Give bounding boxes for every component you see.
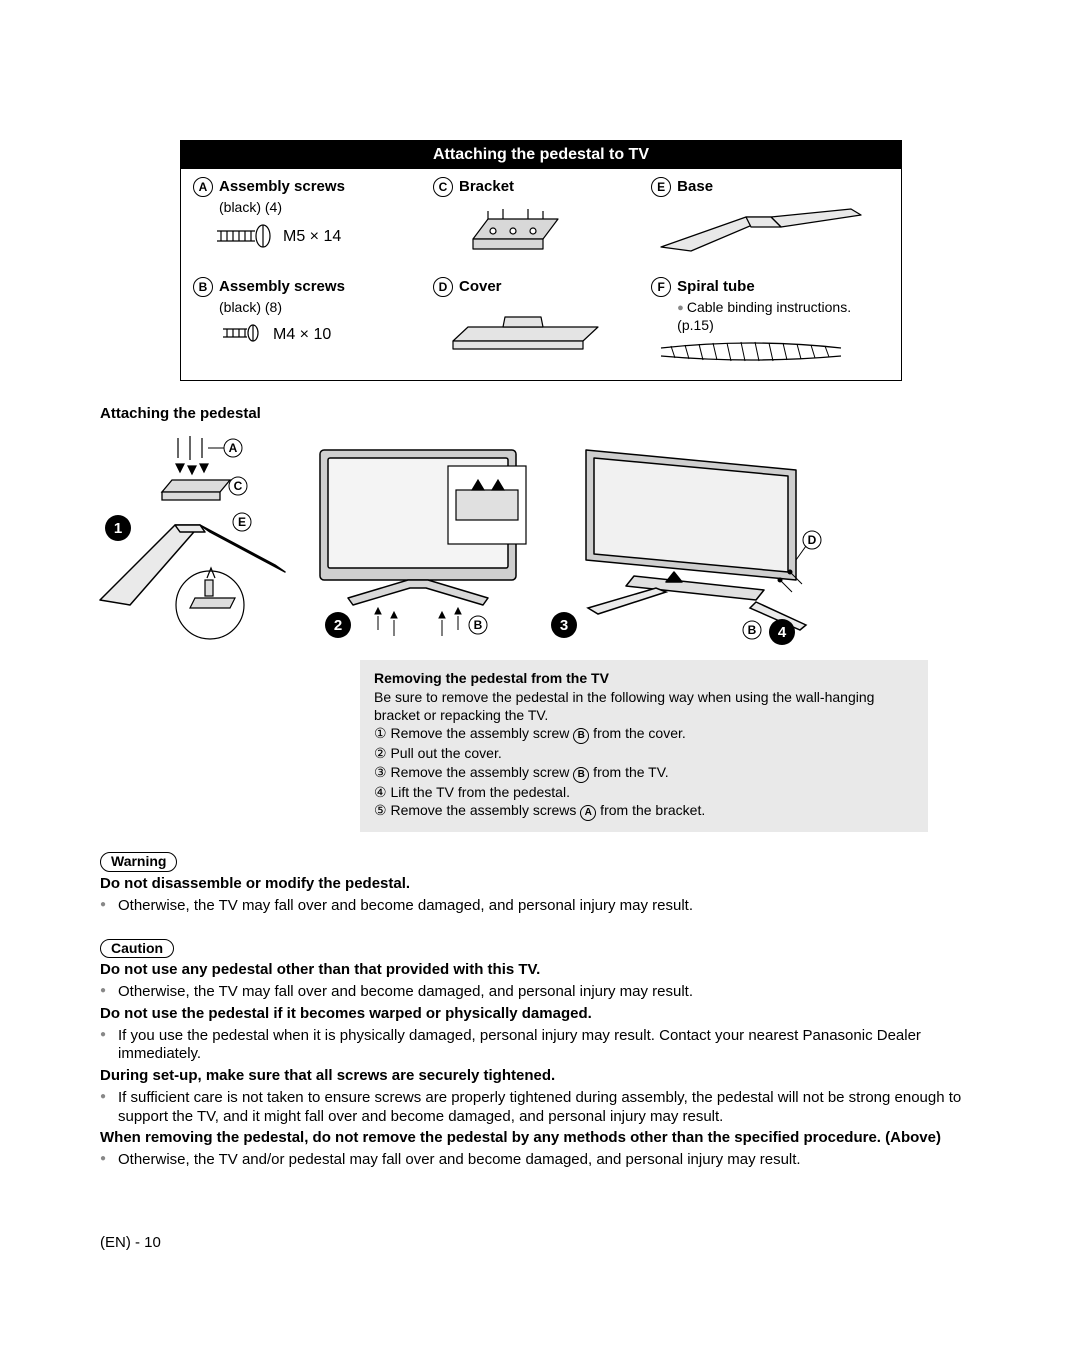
caution-h2: Do not use the pedestal if it becomes wa…	[100, 1005, 980, 1024]
removal-step-2: ② Pull out the cover.	[374, 745, 914, 763]
footer-page-number: 10	[144, 1234, 161, 1251]
warning-h1: Do not disassemble or modify the pedesta…	[100, 875, 980, 894]
part-D-label: Cover	[459, 278, 502, 297]
part-F: F Spiral tube Cable binding instructions…	[639, 269, 901, 380]
part-E-illustration	[651, 199, 871, 259]
part-F-label: Spiral tube	[677, 278, 755, 297]
part-A-sub: (black) (4)	[219, 199, 411, 217]
part-E-letter: E	[651, 177, 671, 197]
caution-h3: During set-up, make sure that all screws…	[100, 1067, 980, 1086]
parts-box-title: Attaching the pedestal to TV	[181, 141, 901, 169]
part-A-size: M5 × 14	[283, 228, 341, 245]
warning-p1: Otherwise, the TV may fall over and beco…	[100, 897, 980, 916]
manual-page: Attaching the pedestal to TV A Assembly …	[0, 0, 1080, 1353]
caution-p4: Otherwise, the TV and/or pedestal may fa…	[100, 1151, 980, 1170]
svg-text:E: E	[238, 515, 246, 529]
svg-text:3: 3	[560, 617, 568, 634]
part-B-illustration: M4 × 10	[217, 323, 411, 345]
removal-step-1: ① Remove the assembly screw B from the c…	[374, 725, 914, 744]
assembly-step-3-4: 3 D	[546, 430, 826, 650]
assembly-title: Attaching the pedestal	[100, 405, 980, 424]
page-footer: (EN) - 10	[100, 1234, 161, 1253]
part-C-illustration	[433, 199, 593, 259]
caution-p3: If sufficient care is not taken to ensur…	[100, 1089, 980, 1127]
assembly-step-2: 2 B	[298, 430, 538, 650]
assembly-step-1: 1 A C E	[90, 430, 290, 650]
caution-p1: Otherwise, the TV may fall over and beco…	[100, 983, 980, 1002]
part-B-letter: B	[193, 277, 213, 297]
part-E: E Base	[639, 169, 901, 269]
caution-h1: Do not use any pedestal other than that …	[100, 961, 980, 980]
part-A-label: Assembly screws	[219, 178, 345, 197]
svg-text:D: D	[808, 533, 817, 547]
removal-intro: Be sure to remove the pedestal in the fo…	[374, 689, 914, 724]
removal-box: Removing the pedestal from the TV Be sur…	[360, 660, 928, 833]
svg-text:B: B	[474, 618, 483, 632]
removal-step-5: ⑤ Remove the assembly screws A from the …	[374, 802, 914, 821]
removal-step-4: ④ Lift the TV from the pedestal.	[374, 784, 914, 802]
part-B-label: Assembly screws	[219, 278, 345, 297]
part-D-letter: D	[433, 277, 453, 297]
part-B-size: M4 × 10	[273, 326, 331, 343]
removal-step-3: ③ Remove the assembly screw B from the T…	[374, 764, 914, 783]
svg-text:C: C	[234, 479, 243, 493]
svg-text:B: B	[748, 623, 757, 637]
parts-box: Attaching the pedestal to TV A Assembly …	[180, 140, 902, 381]
part-C-letter: C	[433, 177, 453, 197]
part-B: B Assembly screws (black) (8) M4 × 10	[181, 269, 421, 380]
footer-lang: (EN)	[100, 1234, 131, 1251]
part-D: D Cover	[421, 269, 639, 380]
caution-h4: When removing the pedestal, do not remov…	[100, 1129, 980, 1148]
part-A-letter: A	[193, 177, 213, 197]
part-A-illustration: M5 × 14	[217, 223, 411, 249]
part-E-label: Base	[677, 178, 713, 197]
svg-text:A: A	[229, 441, 238, 455]
part-F-illustration	[651, 334, 851, 370]
parts-grid: A Assembly screws (black) (4)	[181, 169, 901, 380]
svg-text:2: 2	[334, 617, 342, 634]
svg-text:1: 1	[114, 520, 122, 537]
warning-section: Warning Do not disassemble or modify the…	[100, 832, 980, 915]
part-B-sub: (black) (8)	[219, 299, 411, 317]
part-F-letter: F	[651, 277, 671, 297]
part-D-illustration	[433, 299, 613, 359]
part-C-label: Bracket	[459, 178, 514, 197]
caution-section: Caution Do not use any pedestal other th…	[100, 919, 980, 1170]
removal-title: Removing the pedestal from the TV	[374, 670, 914, 688]
warning-badge: Warning	[100, 852, 177, 872]
part-F-note: Cable binding instructions. (p.15)	[677, 299, 891, 334]
caution-badge: Caution	[100, 939, 174, 959]
part-A: A Assembly screws (black) (4)	[181, 169, 421, 269]
part-C: C Bracket	[421, 169, 639, 269]
svg-text:4: 4	[778, 624, 787, 641]
caution-p2: If you use the pedestal when it is physi…	[100, 1027, 980, 1065]
